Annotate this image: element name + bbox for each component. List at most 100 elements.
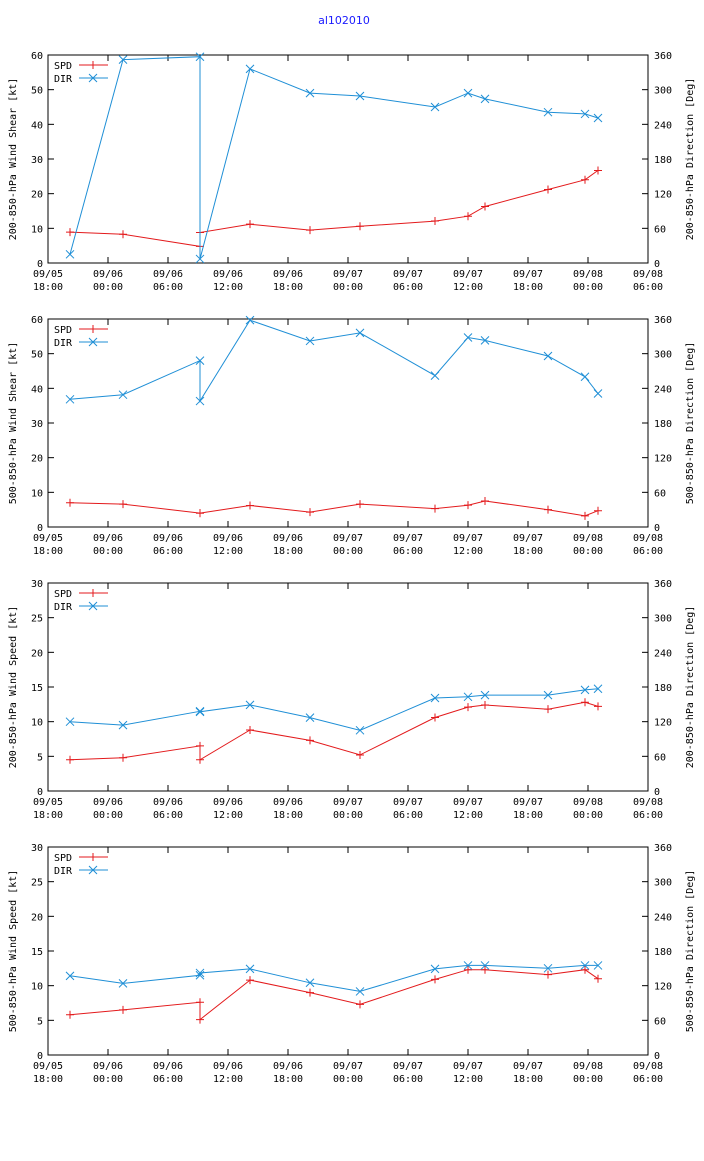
panel-3-spd-point <box>119 753 127 762</box>
panel-4-x-tick-label: 09/08 <box>633 1061 663 1072</box>
panel-3-x-tick-label: 09/06 <box>213 797 243 808</box>
panel-3-spd-point <box>544 705 552 714</box>
panel-2-dir-point <box>245 315 255 325</box>
panel-3-legend-marker-spd <box>89 589 97 597</box>
panel-2-y-tick-label: 20 <box>31 454 43 465</box>
panel-1-dir-point <box>195 254 205 264</box>
panel-4-y-tick-label: 5 <box>37 1016 43 1027</box>
panel-1-dir-point <box>580 109 590 119</box>
panel-3-y2-tick-label: 0 <box>654 787 660 798</box>
panel-4-spd-point <box>196 1015 204 1024</box>
panel-2-y2-tick-label: 300 <box>654 350 672 361</box>
panel-4-dir-point <box>355 987 365 996</box>
panel-4-legend-marker-dir <box>88 865 98 875</box>
panel-4-dir-point <box>593 961 603 970</box>
panel-2-y2-tick-label: 0 <box>654 523 660 534</box>
panel-4-x-tick-label: 00:00 <box>333 1074 363 1085</box>
panel-3-spd-point <box>196 755 204 764</box>
panel-3-x-tick-label: 09/08 <box>633 797 663 808</box>
panel-2-dir-series-line <box>69 319 599 403</box>
panel-2-x-tick-label: 09/08 <box>633 533 663 544</box>
panel-2-x-tick-label: 09/06 <box>153 533 183 544</box>
panel-3-plot-frame <box>47 582 649 792</box>
panel-1-plot-frame <box>47 54 649 264</box>
panel-4-spd-point <box>481 965 489 974</box>
panel-3-x-tick-label: 09/07 <box>453 797 483 808</box>
panel-2-y2-tick-label: 360 <box>654 315 672 326</box>
panel-4-dir-point <box>430 964 440 974</box>
panel-2-dir-point <box>463 333 473 342</box>
panel-2-y2-tick-label: 60 <box>654 488 666 499</box>
panel-3-dir-point <box>118 720 128 730</box>
panel-1-legend-label-dir: DIR <box>54 74 73 85</box>
panel-1-x-tick-label: 09/07 <box>393 269 423 280</box>
panel-1-dir-point <box>118 55 128 64</box>
panel-3-spd-point <box>246 725 254 734</box>
panel-4-dir-point <box>463 961 473 970</box>
panel-3-dir-point <box>65 717 75 727</box>
panel-2-x-tick-label: 06:00 <box>153 546 183 557</box>
panel-2-x-tick-label: 06:00 <box>393 546 423 557</box>
panel-4-spd-point <box>594 974 602 983</box>
panel-1-spd-point <box>246 220 254 229</box>
panel-4-x-tick-label: 00:00 <box>93 1074 123 1085</box>
panel-4-y2-tick-label: 360 <box>654 843 672 854</box>
panel-2-spd-point <box>431 504 439 513</box>
panel-4-dir-point <box>305 978 315 988</box>
panel-3-x-tick-label: 18:00 <box>273 810 303 821</box>
panel-2-y-axis-label: 500-850-hPa Wind Shear [kt] <box>8 342 19 505</box>
panel-4-y2-tick-label: 240 <box>654 912 672 923</box>
panel-3-x-tick-label: 09/06 <box>93 797 123 808</box>
panel-1-x-tick-label: 12:00 <box>213 282 243 293</box>
panel-2-spd-point <box>66 498 74 507</box>
panel-4-spd-point <box>431 975 439 984</box>
panel-4-spd-point <box>119 1005 127 1014</box>
panel-1-x-tick-label: 09/07 <box>453 269 483 280</box>
panel-2-spd-point <box>246 501 254 510</box>
panel-4-x-tick-label: 09/07 <box>393 1061 423 1072</box>
panel-2-spd-point <box>356 500 364 509</box>
panel-3-spd-point <box>464 703 472 712</box>
panel-2-dir-point <box>118 390 128 400</box>
panel-2-legend-marker-dir <box>88 337 98 347</box>
panel-1-spd-point <box>119 230 127 239</box>
panel-4-x-tick-label: 00:00 <box>573 1074 603 1085</box>
panel-3-dir-point <box>245 700 255 710</box>
panel-3-y-tick-label: 20 <box>31 648 43 659</box>
panel-4-y-tick-label: 30 <box>31 843 43 854</box>
panel-3-dir-point <box>543 690 553 700</box>
panel-4-y-tick-label: 25 <box>31 878 43 889</box>
panel-3-x-tick-label: 00:00 <box>333 810 363 821</box>
panel-3-dir-point <box>593 684 603 694</box>
panel-4-legend-label-dir: DIR <box>54 866 73 877</box>
panel-4-x-tick-label: 12:00 <box>213 1074 243 1085</box>
panel-1-x-tick-label: 09/06 <box>273 269 303 280</box>
panel-2-dir-point <box>195 396 205 406</box>
panel-2-x-tick-label: 12:00 <box>453 546 483 557</box>
panel-1-x-tick-label: 06:00 <box>393 282 423 293</box>
panel-4-x-tick-label: 18:00 <box>273 1074 303 1085</box>
panel-2-dir-point <box>480 336 490 345</box>
panel-4-spd-point <box>66 1010 74 1019</box>
panel-2-x-tick-label: 09/07 <box>333 533 363 544</box>
panel-2-dir-point <box>430 371 440 380</box>
panel-2-y-tick-label: 50 <box>31 350 43 361</box>
panel-2-x-tick-label: 09/06 <box>273 533 303 544</box>
panel-2-legend-label-dir: DIR <box>54 338 73 349</box>
panel-3-x-tick-label: 09/06 <box>153 797 183 808</box>
panel-2-y2-tick-label: 240 <box>654 384 672 395</box>
panel-4-x-tick-label: 09/05 <box>33 1061 63 1072</box>
panel-1-dir-point <box>355 91 365 101</box>
panel-1-y2-tick-label: 240 <box>654 120 672 131</box>
panel-2-x-tick-label: 00:00 <box>333 546 363 557</box>
panel-1-spd-point <box>594 166 602 175</box>
figure-title: al102010 <box>318 14 370 27</box>
panel-2-spd-point <box>581 511 589 520</box>
panel-2-dir-point <box>355 328 365 338</box>
panel-1-spd-point <box>431 217 439 226</box>
panel-2-y-tick-label: 0 <box>37 523 43 534</box>
panel-4-dir-point <box>118 979 128 988</box>
panel-4-x-tick-label: 09/08 <box>573 1061 603 1072</box>
panel-1-y2-tick-label: 60 <box>654 224 666 235</box>
